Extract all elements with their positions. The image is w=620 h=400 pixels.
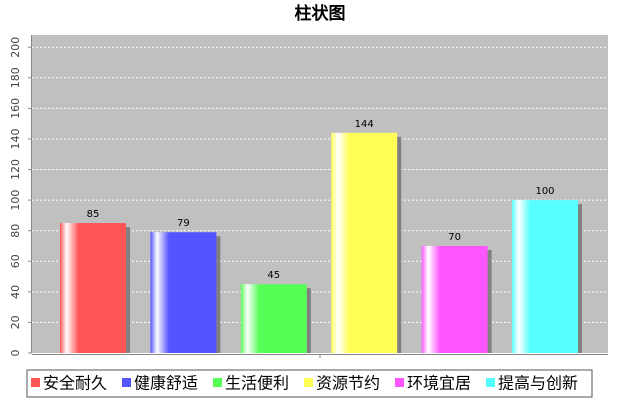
value-label: 70 [448, 232, 461, 243]
legend-swatch [122, 378, 131, 387]
legend-label: 提高与创新 [498, 374, 578, 393]
legend-label: 健康舒适 [134, 374, 198, 393]
y-tick-label: 20 [9, 315, 22, 329]
y-tick-label: 140 [9, 128, 22, 149]
y-tick-label: 100 [9, 190, 22, 211]
legend-swatch [486, 378, 495, 387]
legend-label: 资源节约 [316, 374, 380, 393]
legend-swatch [304, 378, 313, 387]
chart-title: 柱状图 [295, 3, 346, 24]
bar [512, 200, 578, 353]
legend-swatch [395, 378, 404, 387]
bar [60, 223, 126, 353]
bar [331, 132, 398, 353]
legend-label: 环境宜居 [407, 374, 471, 393]
value-label: 85 [87, 209, 100, 220]
legend-label: 生活便利 [225, 374, 289, 393]
y-tick-label: 180 [9, 67, 22, 88]
legend-label: 安全耐久 [43, 374, 107, 393]
y-tick-label: 40 [9, 285, 22, 299]
bar [240, 284, 307, 353]
y-tick-label: 80 [9, 224, 22, 238]
y-tick-label: 0 [9, 350, 22, 357]
bar [421, 245, 488, 353]
legend-swatch [213, 378, 222, 387]
bar [150, 232, 217, 353]
y-tick-label: 120 [9, 159, 22, 180]
y-tick-label: 60 [9, 254, 22, 268]
value-label: 79 [177, 218, 190, 229]
value-label: 45 [267, 270, 280, 281]
value-label: 100 [535, 186, 554, 197]
legend-swatch [31, 378, 40, 387]
value-label: 144 [355, 119, 374, 130]
y-tick-label: 200 [9, 37, 22, 58]
y-tick-label: 160 [9, 98, 22, 119]
